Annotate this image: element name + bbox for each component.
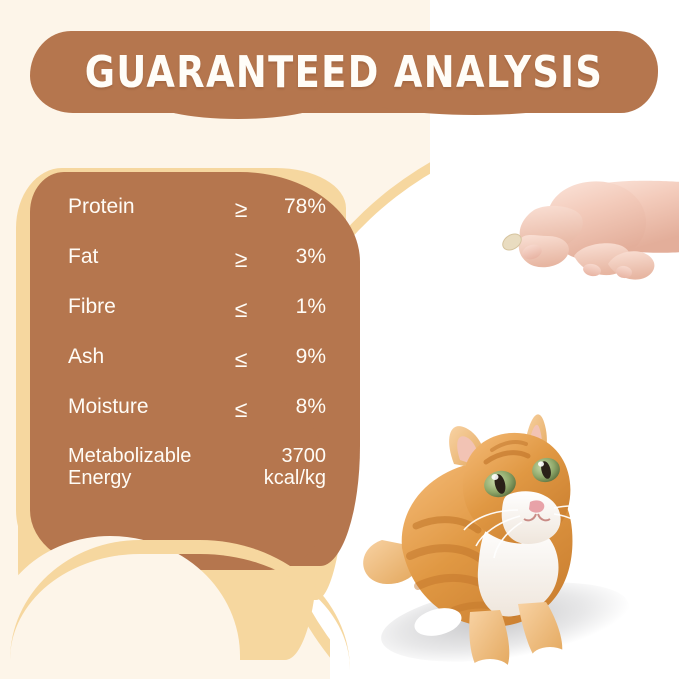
table-row: Moisture ≤ 8%: [68, 395, 326, 446]
table-row: Fat ≥ 3%: [68, 245, 326, 296]
comparison-operator: ≤: [234, 396, 248, 422]
nutrient-value: 9%: [295, 345, 326, 368]
nutrient-value: 1%: [295, 295, 326, 318]
nutrient-name: Fat: [68, 245, 99, 268]
banner-blob-left: [34, 59, 80, 103]
banner-blob-right: [360, 77, 590, 115]
nutrient-name: Fibre: [68, 295, 116, 318]
table-row: Metabolizable Energy 3700 kcal/kg: [68, 445, 326, 489]
page-title: GUARANTEED ANALYSIS: [84, 46, 604, 98]
nutrient-value: 78%: [283, 195, 326, 218]
comparison-operator: ≤: [234, 296, 248, 322]
comparison-operator: ≥: [234, 246, 248, 272]
nutrient-value: 3700 kcal/kg: [263, 445, 326, 489]
cat-treat-icon: [502, 233, 522, 251]
table-row: Protein ≥ 78%: [68, 195, 326, 246]
table-row: Ash ≤ 9%: [68, 345, 326, 396]
nutrient-name: Metabolizable Energy: [68, 445, 192, 489]
nutrient-name: Moisture: [68, 395, 149, 418]
comparison-operator: ≥: [234, 196, 248, 222]
table-row: Fibre ≤ 1%: [68, 295, 326, 346]
comparison-operator: ≤: [234, 346, 248, 372]
nutrient-name: Protein: [68, 195, 135, 218]
banner-blob-mid: [148, 79, 328, 119]
nutrient-name: Ash: [68, 345, 105, 368]
title-banner: GUARANTEED ANALYSIS: [30, 31, 658, 119]
nutrient-value: 3%: [295, 245, 326, 268]
nutrient-value: 8%: [295, 395, 326, 418]
hand-holding-treat-icon: [502, 180, 679, 280]
orange-tabby-kitten-illustration: [363, 414, 599, 679]
guaranteed-analysis-table: Protein ≥ 78% Fat ≥ 3% Fibre ≤ 1% Ash ≤ …: [68, 195, 326, 489]
